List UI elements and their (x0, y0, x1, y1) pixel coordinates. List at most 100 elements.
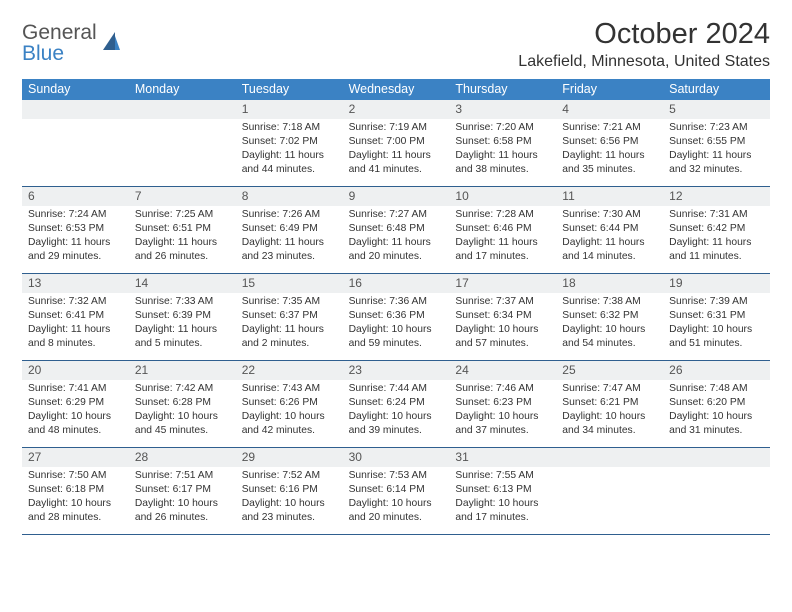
sunset: Sunset: 6:13 PM (455, 483, 550, 497)
sunset: Sunset: 6:46 PM (455, 222, 550, 236)
daylight: Daylight: 10 hours and 45 minutes. (135, 410, 230, 438)
sunset: Sunset: 6:24 PM (349, 396, 444, 410)
day-17: 17Sunrise: 7:37 AMSunset: 6:34 PMDayligh… (449, 274, 556, 360)
sunset: Sunset: 6:58 PM (455, 135, 550, 149)
calendar: SundayMondayTuesdayWednesdayThursdayFrid… (22, 79, 770, 535)
day-12: 12Sunrise: 7:31 AMSunset: 6:42 PMDayligh… (663, 187, 770, 273)
daylight: Daylight: 11 hours and 14 minutes. (562, 236, 657, 264)
weekday-friday: Friday (556, 79, 663, 100)
sunset: Sunset: 6:41 PM (28, 309, 123, 323)
sunrise: Sunrise: 7:36 AM (349, 295, 444, 309)
day-details: Sunrise: 7:51 AMSunset: 6:17 PMDaylight:… (129, 467, 236, 529)
daylight: Daylight: 11 hours and 17 minutes. (455, 236, 550, 264)
calendar-weeks: .. 1Sunrise: 7:18 AMSunset: 7:02 PMDaylig… (22, 100, 770, 535)
day-number: 30 (343, 448, 450, 467)
daylight: Daylight: 10 hours and 54 minutes. (562, 323, 657, 351)
daylight: Daylight: 11 hours and 44 minutes. (242, 149, 337, 177)
week-row: 27Sunrise: 7:50 AMSunset: 6:18 PMDayligh… (22, 448, 770, 535)
sunrise: Sunrise: 7:51 AM (135, 469, 230, 483)
sunset: Sunset: 6:16 PM (242, 483, 337, 497)
day-number: 22 (236, 361, 343, 380)
day-10: 10Sunrise: 7:28 AMSunset: 6:46 PMDayligh… (449, 187, 556, 273)
day-details: Sunrise: 7:31 AMSunset: 6:42 PMDaylight:… (663, 206, 770, 268)
day-details: Sunrise: 7:35 AMSunset: 6:37 PMDaylight:… (236, 293, 343, 355)
daylight: Daylight: 11 hours and 26 minutes. (135, 236, 230, 264)
day-number: . (22, 100, 129, 119)
sunset: Sunset: 6:23 PM (455, 396, 550, 410)
day-details: Sunrise: 7:18 AMSunset: 7:02 PMDaylight:… (236, 119, 343, 181)
sunrise: Sunrise: 7:44 AM (349, 382, 444, 396)
sunrise: Sunrise: 7:39 AM (669, 295, 764, 309)
sunrise: Sunrise: 7:32 AM (28, 295, 123, 309)
day-details: Sunrise: 7:46 AMSunset: 6:23 PMDaylight:… (449, 380, 556, 442)
day-21: 21Sunrise: 7:42 AMSunset: 6:28 PMDayligh… (129, 361, 236, 447)
weekday-sunday: Sunday (22, 79, 129, 100)
sunrise: Sunrise: 7:24 AM (28, 208, 123, 222)
sunrise: Sunrise: 7:55 AM (455, 469, 550, 483)
sunset: Sunset: 6:51 PM (135, 222, 230, 236)
day-26: 26Sunrise: 7:48 AMSunset: 6:20 PMDayligh… (663, 361, 770, 447)
day-number: 24 (449, 361, 556, 380)
day-number: 26 (663, 361, 770, 380)
sunrise: Sunrise: 7:33 AM (135, 295, 230, 309)
day-details: Sunrise: 7:43 AMSunset: 6:26 PMDaylight:… (236, 380, 343, 442)
sunrise: Sunrise: 7:21 AM (562, 121, 657, 135)
day-details (22, 119, 129, 125)
daylight: Daylight: 11 hours and 11 minutes. (669, 236, 764, 264)
day-4: 4Sunrise: 7:21 AMSunset: 6:56 PMDaylight… (556, 100, 663, 186)
sunset: Sunset: 6:49 PM (242, 222, 337, 236)
day-5: 5Sunrise: 7:23 AMSunset: 6:55 PMDaylight… (663, 100, 770, 186)
day-number: 13 (22, 274, 129, 293)
day-details: Sunrise: 7:26 AMSunset: 6:49 PMDaylight:… (236, 206, 343, 268)
day-details: Sunrise: 7:42 AMSunset: 6:28 PMDaylight:… (129, 380, 236, 442)
day-details: Sunrise: 7:19 AMSunset: 7:00 PMDaylight:… (343, 119, 450, 181)
day-details: Sunrise: 7:28 AMSunset: 6:46 PMDaylight:… (449, 206, 556, 268)
sunrise: Sunrise: 7:23 AM (669, 121, 764, 135)
daylight: Daylight: 10 hours and 42 minutes. (242, 410, 337, 438)
sunset: Sunset: 6:29 PM (28, 396, 123, 410)
logo-line2: Blue (22, 43, 97, 64)
sunrise: Sunrise: 7:50 AM (28, 469, 123, 483)
weekday-monday: Monday (129, 79, 236, 100)
sunset: Sunset: 6:32 PM (562, 309, 657, 323)
day-number: 1 (236, 100, 343, 119)
day-number: 4 (556, 100, 663, 119)
day-number: 23 (343, 361, 450, 380)
day-details: Sunrise: 7:38 AMSunset: 6:32 PMDaylight:… (556, 293, 663, 355)
day-details: Sunrise: 7:32 AMSunset: 6:41 PMDaylight:… (22, 293, 129, 355)
day-23: 23 Sunrise: 7:44 AMSunset: 6:24 PMDayligh… (343, 361, 450, 447)
sunset: Sunset: 6:44 PM (562, 222, 657, 236)
day-14: 14Sunrise: 7:33 AMSunset: 6:39 PMDayligh… (129, 274, 236, 360)
day-9: 9Sunrise: 7:27 AMSunset: 6:48 PMDaylight… (343, 187, 450, 273)
daylight: Daylight: 10 hours and 59 minutes. (349, 323, 444, 351)
daylight: Daylight: 10 hours and 31 minutes. (669, 410, 764, 438)
sunrise: Sunrise: 7:27 AM (349, 208, 444, 222)
sunset: Sunset: 6:42 PM (669, 222, 764, 236)
day-15: 15Sunrise: 7:35 AMSunset: 6:37 PMDayligh… (236, 274, 343, 360)
day-details: Sunrise: 7:30 AMSunset: 6:44 PMDaylight:… (556, 206, 663, 268)
day-number: 27 (22, 448, 129, 467)
day-6: 6Sunrise: 7:24 AMSunset: 6:53 PMDaylight… (22, 187, 129, 273)
sunset: Sunset: 7:02 PM (242, 135, 337, 149)
day-details: Sunrise: 7:24 AMSunset: 6:53 PMDaylight:… (22, 206, 129, 268)
day-number: 20 (22, 361, 129, 380)
day-details: Sunrise: 7:27 AMSunset: 6:48 PMDaylight:… (343, 206, 450, 268)
header: General Blue October 2024 Lakefield, Min… (22, 18, 770, 71)
daylight: Daylight: 10 hours and 39 minutes. (349, 410, 444, 438)
day-number: . (556, 448, 663, 467)
daylight: Daylight: 10 hours and 26 minutes. (135, 497, 230, 525)
sunset: Sunset: 6:53 PM (28, 222, 123, 236)
day-details (556, 467, 663, 473)
daylight: Daylight: 10 hours and 37 minutes. (455, 410, 550, 438)
day-details: Sunrise: 7:25 AMSunset: 6:51 PMDaylight:… (129, 206, 236, 268)
daylight: Daylight: 10 hours and 57 minutes. (455, 323, 550, 351)
daylight: Daylight: 10 hours and 48 minutes. (28, 410, 123, 438)
sunrise: Sunrise: 7:19 AM (349, 121, 444, 135)
day-7: 7Sunrise: 7:25 AMSunset: 6:51 PMDaylight… (129, 187, 236, 273)
day-details: Sunrise: 7:41 AMSunset: 6:29 PMDaylight:… (22, 380, 129, 442)
sunset: Sunset: 6:31 PM (669, 309, 764, 323)
weekday-tuesday: Tuesday (236, 79, 343, 100)
day-details: Sunrise: 7:36 AMSunset: 6:36 PMDaylight:… (343, 293, 450, 355)
day-empty: . (22, 100, 129, 186)
week-row: 13Sunrise: 7:32 AMSunset: 6:41 PMDayligh… (22, 274, 770, 361)
